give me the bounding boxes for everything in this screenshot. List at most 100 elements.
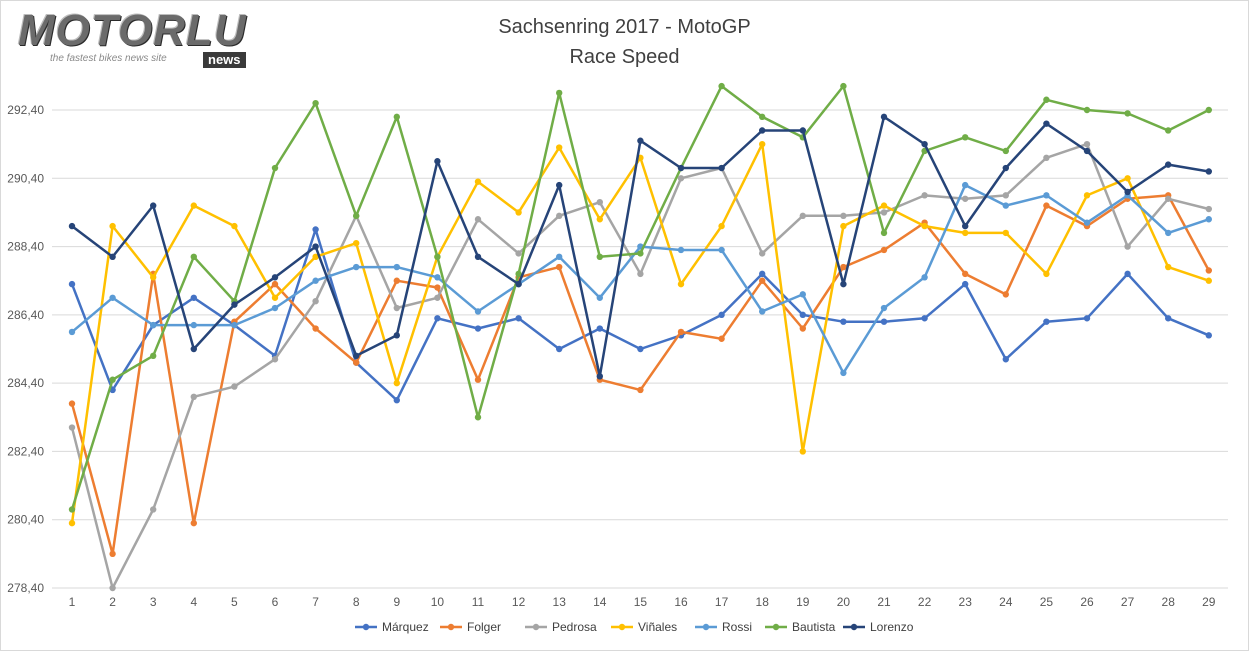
data-point [1043,154,1050,161]
legend-marker [850,623,858,631]
data-point [109,584,116,592]
data-point [312,298,319,305]
data-point [759,140,766,148]
data-point [190,321,197,329]
data-point [718,335,725,342]
data-point [231,321,238,329]
data-point [1083,106,1091,114]
data-point [1002,229,1009,237]
data-point [1124,270,1131,278]
data-point [677,164,685,172]
data-point [1205,332,1213,339]
data-point [880,202,888,209]
legend-marker [702,623,710,631]
data-point [353,359,360,366]
data-point [677,175,685,182]
data-point [231,383,238,390]
data-point [759,277,766,284]
data-point [434,284,441,291]
data-point [393,304,400,312]
data-point [353,352,360,360]
data-point [880,318,888,325]
legend-label: Lorenzo [870,620,914,634]
data-point [799,311,806,319]
data-point [190,345,197,353]
data-point [190,294,197,301]
y-tick-label: 284,40 [7,376,44,390]
x-tick-label: 10 [431,595,445,609]
data-point [434,294,441,301]
data-point [921,192,928,199]
data-point [1205,205,1213,213]
data-point [1043,318,1050,325]
chart-title: Sachsenring 2017 - MotoGP [498,16,751,38]
data-point [921,315,928,322]
data-point [556,263,563,271]
logo-tagline: the fastest bikes news site [50,53,167,64]
logo-wordmark: MOTORLU [18,6,247,55]
data-point [1165,127,1172,134]
y-tick-label: 282,40 [7,444,44,458]
data-point [840,263,847,271]
data-point [353,239,360,247]
data-point [718,311,725,319]
data-point [515,270,522,278]
data-point [921,274,928,281]
data-point [799,291,806,298]
data-point [677,280,685,288]
data-point [271,280,279,288]
legend-marker [532,623,540,631]
data-point [799,127,806,134]
x-tick-label: 14 [593,595,607,609]
x-tick-label: 29 [1202,595,1216,609]
legend-marker [362,623,370,631]
data-point [312,243,319,250]
x-tick-label: 1 [69,595,76,609]
y-tick-label: 290,40 [7,171,44,185]
legend-marker [772,623,780,631]
data-point [840,82,847,90]
data-point [556,345,563,353]
data-point [271,304,279,312]
x-tick-label: 6 [272,595,279,609]
data-point [556,212,563,220]
data-point [109,550,116,558]
data-point [637,250,644,257]
data-point [515,250,522,257]
data-point [1083,315,1091,322]
data-point [637,345,644,353]
data-point [474,376,482,383]
data-point [150,274,157,281]
data-point [68,519,76,527]
data-point [474,178,482,185]
data-point [190,393,197,400]
legend-label: Pedrosa [552,620,597,634]
data-point [556,144,563,151]
data-point [799,325,806,332]
data-point [271,274,279,281]
data-point [1205,277,1213,284]
data-point [1083,192,1091,199]
data-point [1124,110,1131,117]
data-point [68,280,76,288]
data-point [434,253,441,261]
data-point [921,222,928,230]
data-point [1165,315,1172,322]
x-tick-label: 11 [472,595,485,609]
data-point [68,222,76,230]
data-point [759,270,766,278]
data-point [1205,267,1213,274]
data-point [840,222,847,230]
data-point [840,318,847,325]
data-point [312,99,319,107]
data-point [718,222,725,230]
data-point [637,270,644,278]
data-point [1165,263,1172,271]
data-point [1083,147,1091,155]
data-point [1043,96,1050,103]
data-point [596,198,603,206]
motorlu-logo: MOTORLU the fastest bikes news site news [18,6,258,68]
data-point [109,294,116,301]
data-point [109,376,116,383]
data-point [1002,291,1009,298]
